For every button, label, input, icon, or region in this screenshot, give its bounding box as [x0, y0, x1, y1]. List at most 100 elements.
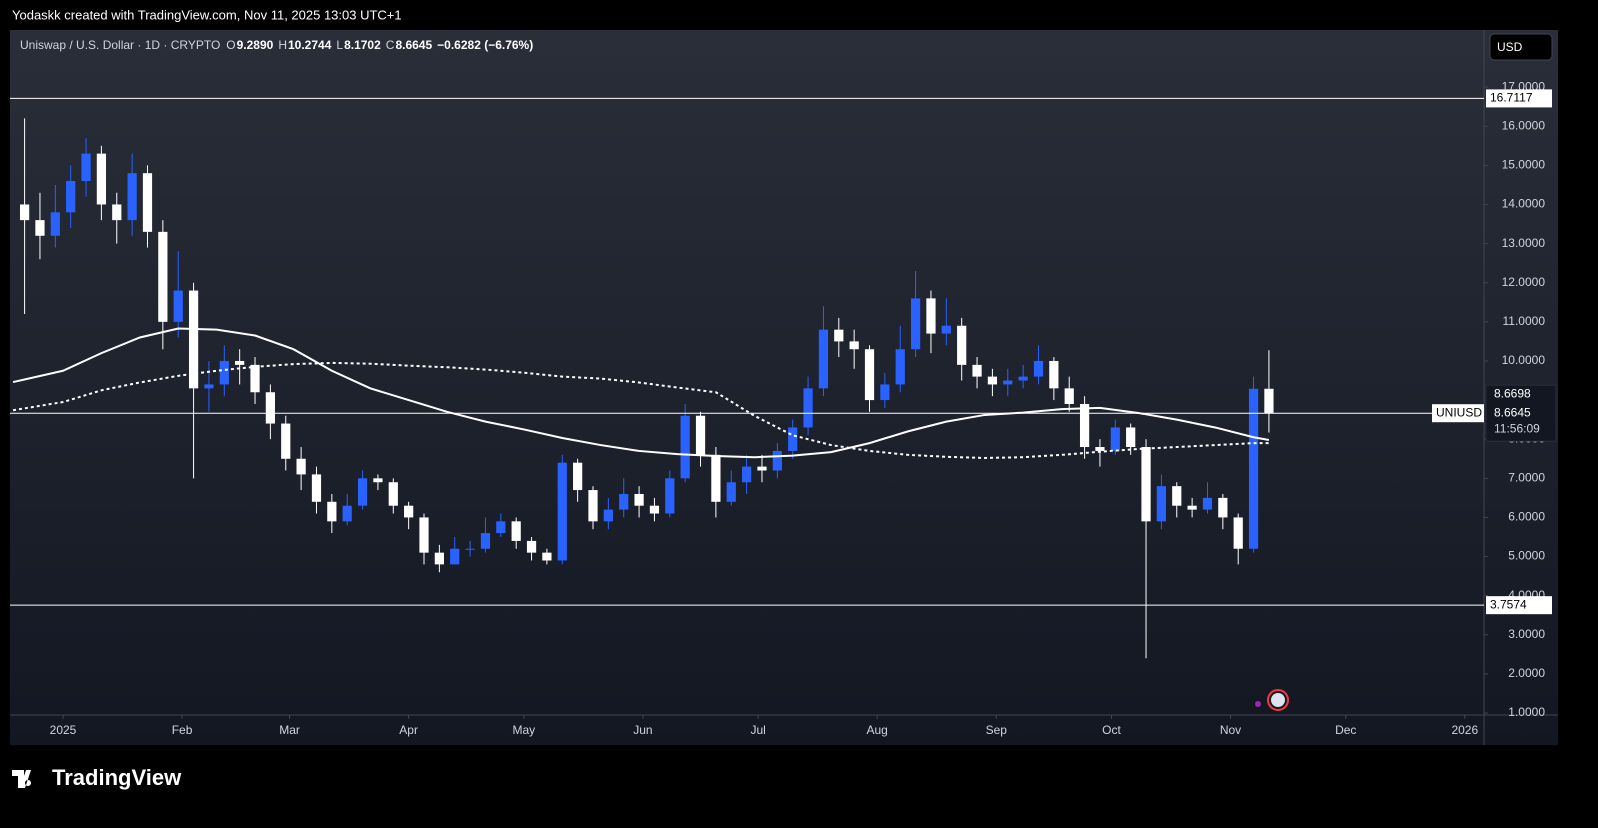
- candle-body: [434, 552, 444, 565]
- x-tick-label: Oct: [1102, 723, 1121, 737]
- candle-body: [665, 478, 675, 514]
- x-tick-label: May: [513, 723, 536, 737]
- candle-body: [373, 478, 383, 483]
- candle-body: [726, 482, 736, 502]
- candle-body: [450, 548, 460, 565]
- y-tick-label: 2.0000: [1508, 666, 1545, 680]
- created-by: Yodaskk created with TradingView.com, No…: [12, 7, 402, 22]
- x-tick-label: Apr: [399, 723, 418, 737]
- candle-body: [265, 392, 275, 424]
- candle-body: [388, 482, 398, 506]
- legend-key: O: [226, 38, 235, 52]
- countdown: 11:56:09: [1494, 421, 1540, 435]
- candle-body: [818, 329, 829, 389]
- candle-body: [19, 204, 30, 221]
- price-label: 3.7574: [1490, 597, 1527, 611]
- legend-value: 8.1702: [344, 38, 381, 52]
- candle-body: [480, 533, 491, 549]
- legend-value: 10.2744: [288, 38, 332, 52]
- candle-body: [511, 521, 521, 541]
- candle-body: [573, 462, 583, 491]
- candle-body: [757, 466, 767, 471]
- candle-body: [311, 474, 322, 502]
- candle-body: [910, 298, 921, 350]
- axes: 1.00002.00003.00004.00005.00006.00007.00…: [50, 79, 1557, 737]
- plot: [10, 97, 1484, 659]
- candle-body: [695, 415, 706, 455]
- candle-body: [219, 360, 229, 385]
- candle-body: [204, 384, 214, 389]
- candle-body: [1172, 486, 1182, 506]
- candle-body: [557, 462, 567, 561]
- candle-body: [1187, 505, 1197, 510]
- last-price: 8.6645: [1494, 405, 1531, 419]
- candle-body: [1049, 360, 1059, 389]
- legend-key: H: [278, 38, 287, 52]
- y-tick-label: 12.0000: [1502, 275, 1546, 289]
- candle-body: [173, 290, 183, 322]
- legend-value: 8.6645: [395, 38, 432, 52]
- x-tick-label: 2025: [50, 723, 77, 737]
- event-icon: [1255, 689, 1289, 711]
- x-tick-label: Dec: [1335, 723, 1356, 737]
- candle-body: [50, 212, 60, 236]
- candle-body: [864, 349, 875, 401]
- candle-body: [1202, 497, 1213, 510]
- candle-body: [634, 493, 644, 506]
- y-tick-label: 14.0000: [1502, 197, 1546, 211]
- candle-body: [619, 493, 629, 510]
- currency: USD: [1497, 40, 1523, 54]
- candle-body: [542, 552, 552, 561]
- candle-body: [1233, 517, 1243, 549]
- x-tick-label: Jun: [633, 723, 652, 737]
- chart-panel: [10, 30, 1558, 745]
- candle-body: [788, 427, 798, 451]
- candle-body: [127, 173, 137, 221]
- y-tick-label: 15.0000: [1502, 158, 1546, 172]
- candle-body: [1110, 427, 1120, 451]
- moving-average: [12, 327, 1270, 459]
- tradingview-logo: [12, 770, 32, 788]
- x-tick-label: Jul: [750, 723, 765, 737]
- y-tick-label: 11.0000: [1503, 314, 1546, 328]
- candle-body: [1126, 427, 1136, 448]
- candle-body: [1156, 486, 1167, 522]
- price-label-box: [1486, 596, 1552, 615]
- price-label-box: [1486, 89, 1552, 108]
- symbol: Uniswap / U.S. Dollar · 1D · CRYPTO: [20, 38, 220, 52]
- legend-key: L: [336, 38, 343, 52]
- candle-body: [1095, 447, 1105, 451]
- candle-body: [711, 454, 721, 502]
- candle-body: [235, 360, 245, 365]
- prev-price: 8.6698: [1494, 386, 1531, 400]
- candle-body: [465, 548, 475, 550]
- candle-body: [357, 478, 368, 506]
- candle-body: [96, 153, 107, 205]
- legend-value: 9.2890: [237, 38, 274, 52]
- candle-body: [588, 490, 598, 522]
- y-tick-label: 6.0000: [1508, 510, 1545, 524]
- candle-body: [142, 173, 153, 232]
- moving-average: [12, 361, 1269, 459]
- y-tick-label: 10.0000: [1502, 353, 1546, 367]
- candle-body: [895, 349, 905, 385]
- candle-body: [112, 204, 122, 221]
- candle-body: [1079, 403, 1090, 448]
- candle-body: [957, 325, 967, 365]
- candle-body: [158, 231, 168, 322]
- candle-body: [603, 509, 613, 522]
- candle-body: [35, 220, 45, 236]
- currency-button[interactable]: [1489, 33, 1553, 61]
- brand: TradingView: [52, 765, 182, 790]
- candle-body: [1064, 388, 1074, 404]
- y-tick-label: 3.0000: [1508, 627, 1545, 641]
- candle-body: [972, 364, 982, 377]
- candle-body: [880, 384, 890, 401]
- candle-body: [772, 450, 782, 471]
- candle-body: [404, 505, 414, 518]
- candle-body: [926, 298, 936, 334]
- candle-body: [1003, 380, 1013, 385]
- candle-body: [941, 325, 951, 334]
